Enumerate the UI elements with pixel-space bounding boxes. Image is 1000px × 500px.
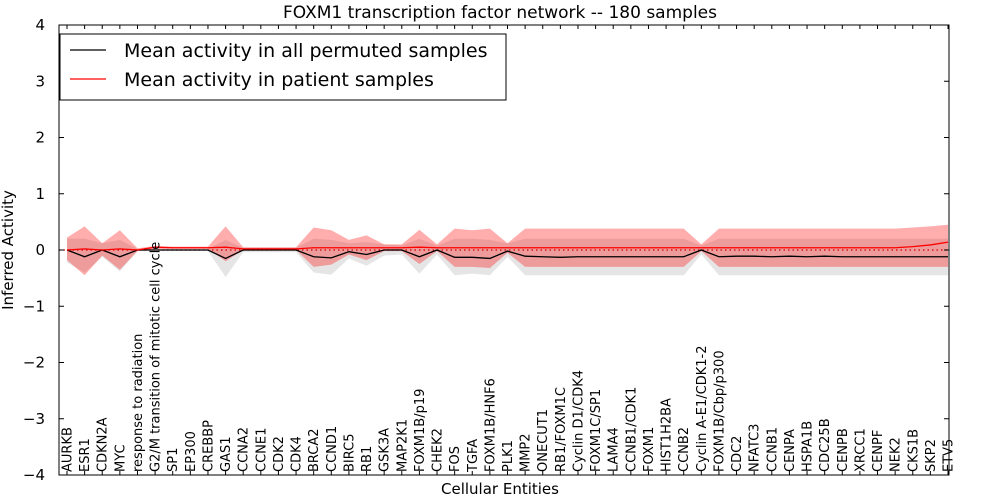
x-tick-label: FOXM1B/HNF6 <box>483 378 498 472</box>
x-tick-label: ONECUT1 <box>536 409 551 472</box>
x-tick-label: GAS1 <box>219 437 234 473</box>
plot-frame <box>58 24 950 476</box>
y-tick-label: −2 <box>23 354 45 372</box>
x-tick-label: CCNE1 <box>254 428 269 472</box>
y-tick-label: −1 <box>23 297 45 315</box>
x-tick-label: CCNB2 <box>677 427 692 472</box>
x-tick-label: ESR1 <box>78 438 93 472</box>
x-tick-label: CREBBP <box>201 420 216 472</box>
x-tick-label: FOXM1C/SP1 <box>589 389 604 472</box>
x-tick-label: BRCA2 <box>307 428 322 472</box>
x-tick-label: MAP2K1 <box>395 419 410 472</box>
x-tick-label: CCND1 <box>325 426 340 472</box>
y-ticks: −4 −3 −2 −1 0 1 2 3 4 <box>23 16 949 484</box>
x-tick-label: CENPF <box>871 430 886 472</box>
x-tick-label: RB1/FOXM1C <box>554 387 569 472</box>
x-tick-label: CCNB1 <box>765 427 780 472</box>
legend-label-permuted: Mean activity in all permuted samples <box>124 40 487 62</box>
x-tick-label: Cyclin A-E1/CDK1-2 <box>695 345 710 472</box>
x-tick-label: CCNB1/CDK1 <box>624 387 639 472</box>
legend-label-patient: Mean activity in patient samples <box>124 69 434 91</box>
y-tick-label: −4 <box>23 466 45 484</box>
y-tick-label: 4 <box>35 16 45 34</box>
x-tick-label: CCNA2 <box>237 427 252 472</box>
chart-title: FOXM1 transcription factor network -- 18… <box>283 3 717 23</box>
x-ticks: AURKB ESR1 CDKN2A MYC response to radiation G… <box>61 25 957 475</box>
x-tick-label: NEK2 <box>889 437 904 472</box>
x-tick-label: HSPA1B <box>801 421 816 472</box>
series-lines <box>59 241 949 260</box>
y-axis-label: Inferred Activity <box>0 190 17 310</box>
x-tick-label: Cyclin D1/CDK4 <box>571 370 586 472</box>
x-tick-label: MYC <box>113 444 128 472</box>
x-tick-label: XRCC1 <box>853 428 868 472</box>
x-tick-label: LAMA4 <box>607 427 622 472</box>
x-tick-label: CHEK2 <box>431 428 446 472</box>
series-line-permuted <box>66 249 948 260</box>
x-tick-label: FOXM1B/Cbp/p300 <box>712 350 727 472</box>
x-tick-label: RB1 <box>360 446 375 472</box>
legend-box <box>59 33 507 101</box>
x-tick-label: FOXM1B/p19 <box>413 389 428 472</box>
x-tick-label: SP1 <box>166 448 181 472</box>
x-tick-label: PLK1 <box>501 440 516 472</box>
x-tick-label: CDKN2A <box>96 417 111 472</box>
x-tick-label: BIRC5 <box>342 434 357 473</box>
x-tick-label: FOS <box>448 446 463 472</box>
x-tick-label: CDC25B <box>818 418 833 472</box>
x-tick-label: CKS1B <box>906 429 921 472</box>
x-axis-label: Cellular Entities <box>441 480 559 498</box>
y-tick-label: 3 <box>35 72 45 90</box>
x-tick-label: TGFA <box>466 439 481 473</box>
x-tick-label: CENPA <box>783 429 798 472</box>
band-patient <box>67 224 948 276</box>
legend: Mean activity in all permuted samples Me… <box>59 33 507 101</box>
x-tick-label: G2/M transition of mitotic cell cycle <box>149 242 164 472</box>
series-line-patient <box>66 241 949 251</box>
x-tick-label: response to radiation <box>131 334 146 472</box>
x-tick-label: MMP2 <box>519 433 534 472</box>
x-tick-label: CDK4 <box>290 436 305 472</box>
x-tick-label: CDK2 <box>272 436 287 472</box>
x-tick-label: HIST1H2BA <box>660 398 675 472</box>
x-tick-label: GSK3A <box>378 428 393 472</box>
x-tick-label: AURKB <box>61 427 76 472</box>
x-tick-label: NFATC3 <box>748 424 763 472</box>
x-tick-label: CENPB <box>836 428 851 472</box>
x-tick-label: EP300 <box>184 431 199 472</box>
x-tick-label: FOXM1 <box>642 427 657 472</box>
y-tick-label: −3 <box>23 410 45 428</box>
x-tick-label: SKP2 <box>924 439 939 472</box>
y-tick-label: 0 <box>35 241 45 259</box>
x-tick-label: CDC2 <box>730 436 745 472</box>
y-tick-label: 2 <box>35 129 45 147</box>
y-tick-label: 1 <box>35 185 45 203</box>
